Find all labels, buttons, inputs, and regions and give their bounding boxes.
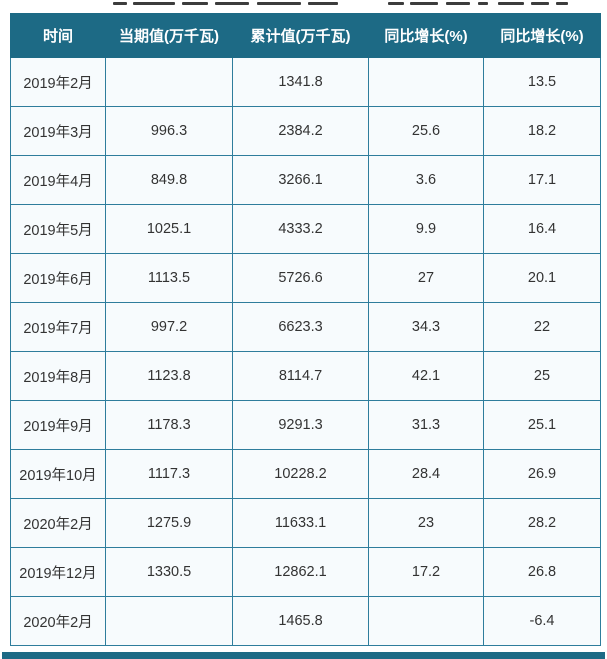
cell-time: 2019年2月 xyxy=(10,57,106,107)
cell-current-value: 1330.5 xyxy=(105,547,233,597)
cell-yoy-growth-1: 3.6 xyxy=(368,155,484,205)
cell-current-value: 849.8 xyxy=(105,155,233,205)
cell-time: 2019年10月 xyxy=(10,449,106,499)
cell-yoy-growth-1: 17.2 xyxy=(368,547,484,597)
cell-cumulative-value: 1341.8 xyxy=(232,57,369,107)
cell-current-value: 996.3 xyxy=(105,106,233,156)
cell-cumulative-value: 3266.1 xyxy=(232,155,369,205)
cell-current-value: 1025.1 xyxy=(105,204,233,254)
cell-yoy-growth-1: 34.3 xyxy=(368,302,484,352)
header-cell-yoy-growth-2: 同比增长(%) xyxy=(483,13,601,58)
table-row: 2020年2月 1275.9 11633.1 23 28.2 xyxy=(10,498,601,548)
cell-time: 2019年6月 xyxy=(10,253,106,303)
cell-current-value xyxy=(105,57,233,107)
cell-cumulative-value: 2384.2 xyxy=(232,106,369,156)
table-row: 2019年4月 849.8 3266.1 3.6 17.1 xyxy=(10,155,601,205)
cell-cumulative-value: 5726.6 xyxy=(232,253,369,303)
cell-cumulative-value: 9291.3 xyxy=(232,400,369,450)
cell-yoy-growth-2: 16.4 xyxy=(483,204,601,254)
cell-time: 2019年12月 xyxy=(10,547,106,597)
cell-yoy-growth-2: 17.1 xyxy=(483,155,601,205)
table-row: 2019年10月 1117.3 10228.2 28.4 26.9 xyxy=(10,449,601,499)
header-cell-yoy-growth-1: 同比增长(%) xyxy=(368,13,484,58)
clipped-next-section-bar xyxy=(2,652,605,659)
cell-yoy-growth-1 xyxy=(368,596,484,646)
cell-yoy-growth-2: 20.1 xyxy=(483,253,601,303)
table-row: 2019年8月 1123.8 8114.7 42.1 25 xyxy=(10,351,601,401)
cell-time: 2020年2月 xyxy=(10,596,106,646)
cell-yoy-growth-2: 18.2 xyxy=(483,106,601,156)
cell-time: 2019年4月 xyxy=(10,155,106,205)
cell-current-value: 1178.3 xyxy=(105,400,233,450)
cell-yoy-growth-1 xyxy=(368,57,484,107)
cell-yoy-growth-1: 23 xyxy=(368,498,484,548)
cell-yoy-growth-2: 22 xyxy=(483,302,601,352)
cell-current-value: 1117.3 xyxy=(105,449,233,499)
table-row: 2019年3月 996.3 2384.2 25.6 18.2 xyxy=(10,106,601,156)
table-row: 2019年6月 1113.5 5726.6 27 20.1 xyxy=(10,253,601,303)
header-cell-current-value: 当期值(万千瓦) xyxy=(105,13,233,58)
table-row: 2019年9月 1178.3 9291.3 31.3 25.1 xyxy=(10,400,601,450)
cell-cumulative-value: 10228.2 xyxy=(232,449,369,499)
table-row: 2019年12月 1330.5 12862.1 17.2 26.8 xyxy=(10,547,601,597)
cell-time: 2020年2月 xyxy=(10,498,106,548)
cell-yoy-growth-2: 28.2 xyxy=(483,498,601,548)
cell-cumulative-value: 11633.1 xyxy=(232,498,369,548)
cell-time: 2019年9月 xyxy=(10,400,106,450)
cell-yoy-growth-1: 25.6 xyxy=(368,106,484,156)
cell-yoy-growth-1: 27 xyxy=(368,253,484,303)
table-row: 2019年7月 997.2 6623.3 34.3 22 xyxy=(10,302,601,352)
installed-capacity-table: 时间 当期值(万千瓦) 累计值(万千瓦) 同比增长(%) 同比增长(%) 201… xyxy=(10,13,601,646)
cell-time: 2019年8月 xyxy=(10,351,106,401)
table-body: 2019年2月 1341.8 13.5 2019年3月 996.3 2384.2 25.6 1… xyxy=(10,57,601,646)
cell-cumulative-value: 1465.8 xyxy=(232,596,369,646)
cell-yoy-growth-2: 25 xyxy=(483,351,601,401)
cell-yoy-growth-2: 26.9 xyxy=(483,449,601,499)
cell-yoy-growth-2: -6.4 xyxy=(483,596,601,646)
cell-yoy-growth-1: 9.9 xyxy=(368,204,484,254)
table-row: 2019年5月 1025.1 4333.2 9.9 16.4 xyxy=(10,204,601,254)
cell-current-value: 1123.8 xyxy=(105,351,233,401)
cell-yoy-growth-1: 31.3 xyxy=(368,400,484,450)
cell-yoy-growth-1: 42.1 xyxy=(368,351,484,401)
cell-current-value: 1113.5 xyxy=(105,253,233,303)
cell-cumulative-value: 4333.2 xyxy=(232,204,369,254)
cell-cumulative-value: 8114.7 xyxy=(232,351,369,401)
cell-cumulative-value: 12862.1 xyxy=(232,547,369,597)
clipped-title-fragments xyxy=(0,0,607,12)
cell-time: 2019年7月 xyxy=(10,302,106,352)
data-table-container: 时间 当期值(万千瓦) 累计值(万千瓦) 同比增长(%) 同比增长(%) 201… xyxy=(10,13,601,646)
cell-time: 2019年3月 xyxy=(10,106,106,156)
cell-cumulative-value: 6623.3 xyxy=(232,302,369,352)
table-header: 时间 当期值(万千瓦) 累计值(万千瓦) 同比增长(%) 同比增长(%) xyxy=(10,13,601,58)
cell-yoy-growth-2: 25.1 xyxy=(483,400,601,450)
cell-yoy-growth-1: 28.4 xyxy=(368,449,484,499)
cell-yoy-growth-2: 13.5 xyxy=(483,57,601,107)
table-row: 2019年2月 1341.8 13.5 xyxy=(10,57,601,107)
cell-current-value xyxy=(105,596,233,646)
cell-current-value: 997.2 xyxy=(105,302,233,352)
cell-time: 2019年5月 xyxy=(10,204,106,254)
header-row: 时间 当期值(万千瓦) 累计值(万千瓦) 同比增长(%) 同比增长(%) xyxy=(10,13,601,58)
cell-current-value: 1275.9 xyxy=(105,498,233,548)
header-cell-time: 时间 xyxy=(10,13,106,58)
table-row: 2020年2月 1465.8 -6.4 xyxy=(10,596,601,646)
header-cell-cumulative-value: 累计值(万千瓦) xyxy=(232,13,369,58)
cell-yoy-growth-2: 26.8 xyxy=(483,547,601,597)
